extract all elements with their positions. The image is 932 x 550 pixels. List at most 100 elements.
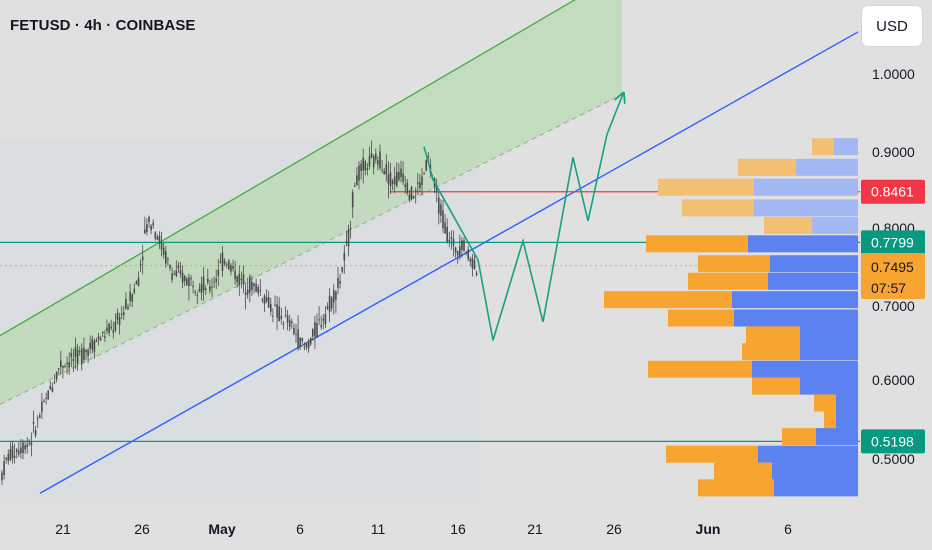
- candle-body: [125, 298, 127, 309]
- candle-body: [173, 273, 175, 275]
- candle-body: [421, 176, 423, 186]
- candle-body: [339, 281, 341, 284]
- vp-up-bar: [782, 428, 816, 446]
- candle-body: [442, 210, 444, 229]
- candle-body: [83, 347, 85, 361]
- candle-body: [181, 272, 184, 283]
- price-label-current: 0.7495: [871, 259, 914, 275]
- candle-body: [20, 447, 22, 454]
- candle-body: [249, 276, 251, 293]
- price-label-support-lower: 0.5198: [871, 433, 914, 449]
- price-label-support-upper-bg: [861, 230, 925, 255]
- candle-body: [291, 321, 293, 324]
- price-label-support-lower-bg: [861, 429, 925, 454]
- candle-body: [272, 315, 274, 317]
- candle-body: [322, 318, 325, 321]
- vp-down-bar: [732, 291, 858, 309]
- candle-body: [459, 246, 461, 256]
- vp-down-bar: [812, 216, 858, 234]
- candle-body: [62, 366, 64, 368]
- candle-body: [95, 340, 98, 342]
- candle-body: [377, 160, 379, 165]
- candle-body: [97, 336, 100, 340]
- candle-body: [398, 171, 400, 180]
- candle-body: [234, 270, 236, 280]
- currency-button[interactable]: USD: [862, 6, 922, 46]
- candle-body: [438, 197, 440, 214]
- candle-body: [452, 238, 455, 246]
- candle-body: [9, 449, 12, 461]
- candle-body: [414, 190, 417, 192]
- y-tick-label: 0.6000: [872, 372, 915, 388]
- candle-body: [375, 153, 377, 160]
- vp-down-bar: [770, 255, 858, 273]
- candle-body: [3, 461, 5, 475]
- candle-body: [412, 196, 415, 198]
- candle-body: [18, 450, 20, 455]
- candle-body: [45, 397, 47, 399]
- candle-body: [154, 232, 157, 239]
- candle-body: [404, 184, 406, 188]
- candle-body: [446, 226, 448, 243]
- candle-body: [110, 326, 112, 329]
- vp-up-bar: [714, 462, 772, 480]
- candle-body: [230, 265, 232, 272]
- candle-body: [341, 267, 343, 272]
- candle-body: [393, 176, 396, 185]
- candle-body: [461, 240, 463, 251]
- x-tick-label: 21: [527, 521, 543, 537]
- candle-body: [280, 315, 283, 320]
- vp-up-bar: [688, 272, 768, 290]
- vp-up-bar: [746, 326, 800, 344]
- candle-body: [47, 390, 49, 400]
- candle-body: [278, 306, 280, 322]
- vp-down-bar: [816, 428, 858, 446]
- vp-down-bar: [800, 343, 858, 361]
- candle-body: [270, 304, 272, 312]
- candle-body: [175, 270, 178, 277]
- candle-body: [74, 346, 77, 358]
- candle-body: [167, 258, 169, 260]
- candle-body: [76, 349, 79, 365]
- candle-body: [112, 330, 115, 333]
- candle-body: [286, 315, 289, 323]
- symbol-title[interactable]: FETUSD · 4h · COINBASE: [10, 17, 196, 34]
- candle-body: [133, 288, 136, 293]
- candle-body: [64, 366, 66, 368]
- candle-body: [387, 174, 390, 184]
- candle-body: [263, 295, 266, 304]
- candle-body: [337, 277, 339, 288]
- vp-up-bar: [742, 343, 800, 361]
- vp-up-bar: [646, 235, 748, 253]
- candle-body: [284, 315, 287, 317]
- candle-body: [358, 165, 360, 181]
- candle-body: [469, 259, 472, 262]
- candle-body: [68, 362, 70, 368]
- candle-body: [70, 352, 73, 357]
- candle-body: [139, 263, 142, 266]
- candle-body: [148, 216, 150, 222]
- candle-body: [211, 287, 213, 289]
- x-tick-label: Jun: [696, 521, 721, 537]
- candle-body: [55, 371, 58, 380]
- vp-up-bar: [604, 291, 732, 309]
- x-tick-label: 6: [296, 521, 304, 537]
- candle-body: [232, 266, 234, 269]
- candle-body: [141, 256, 144, 261]
- candle-body: [444, 222, 446, 234]
- y-tick-label: 1.0000: [872, 66, 915, 82]
- candle-body: [391, 180, 394, 184]
- candle-body: [255, 283, 257, 292]
- candle-body: [330, 297, 333, 309]
- candle-body: [179, 270, 182, 274]
- candle-body: [213, 281, 215, 283]
- price-label-resistance: 0.8461: [871, 184, 914, 200]
- candle-body: [324, 314, 327, 325]
- candle-body: [22, 442, 24, 454]
- candle-body: [116, 312, 119, 320]
- candle-body: [320, 325, 322, 328]
- candle-body: [194, 291, 196, 293]
- channel-upper-line: [0, 0, 576, 337]
- candle-body: [427, 156, 430, 158]
